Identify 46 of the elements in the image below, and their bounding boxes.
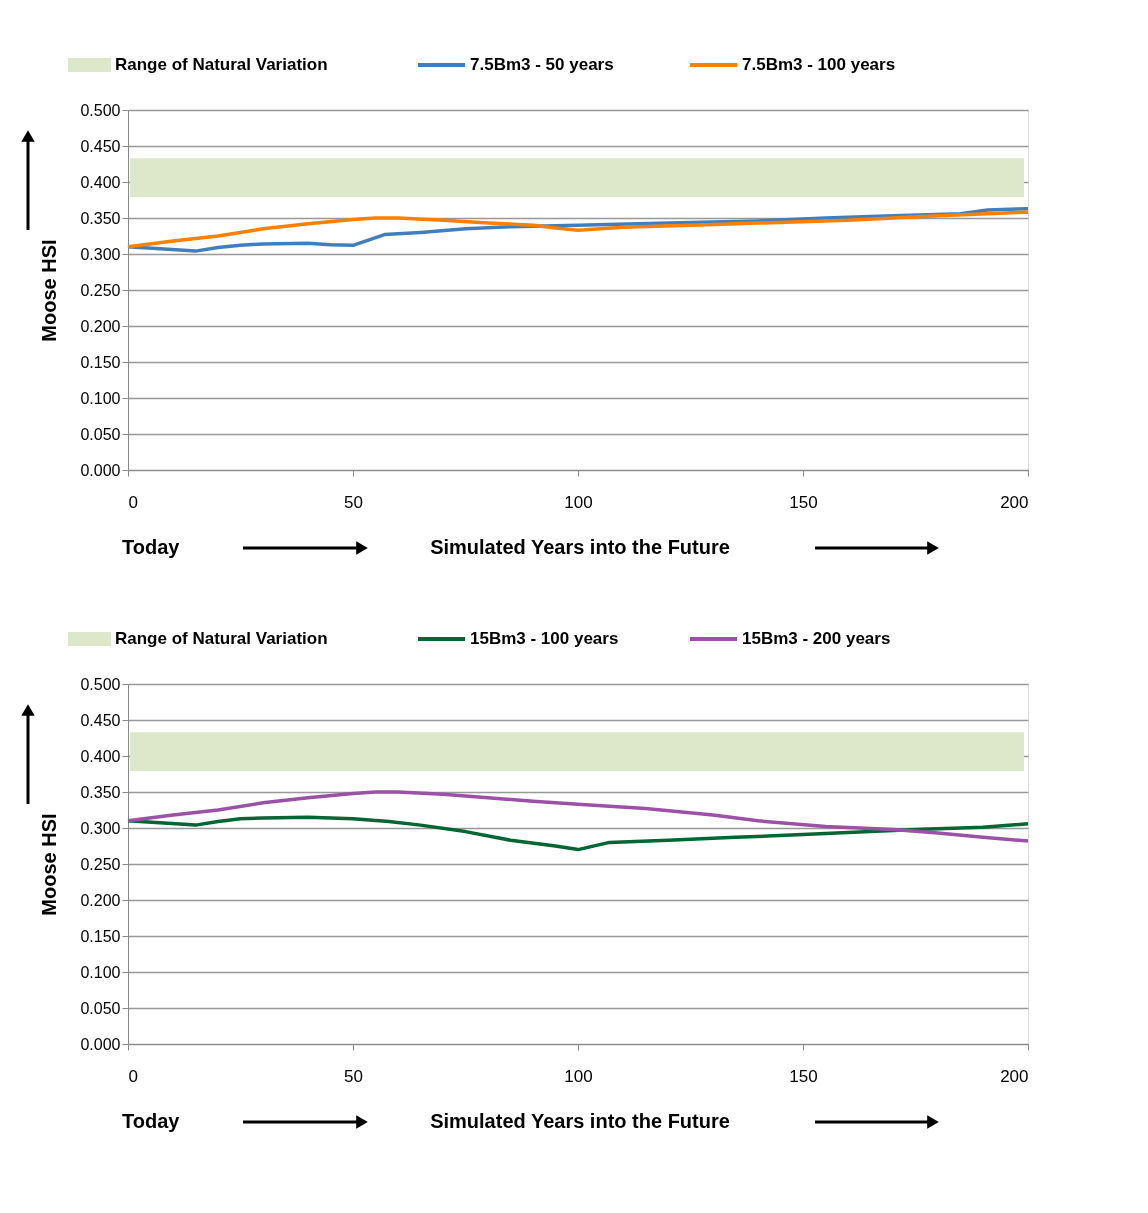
y-tick-label: 0.200 [80, 891, 121, 909]
y-tick-label: 0.350 [80, 209, 121, 227]
x-axis-title: Simulated Years into the Future [430, 536, 730, 558]
x-tick-label: 200 [1000, 492, 1029, 512]
legend-label: 15Bm3 - 200 years [742, 629, 891, 648]
y-tick-label: 0.200 [80, 317, 121, 335]
y-axis-title: Moose HSI [38, 813, 61, 916]
y-axis-title: Moose HSI [38, 239, 61, 342]
legend-label: 15Bm3 - 100 years [470, 629, 619, 648]
y-tick-label: 0.150 [80, 927, 121, 945]
x-tick-label: 100 [564, 1066, 593, 1086]
y-tick-label: 0.450 [80, 137, 121, 155]
y-tick-label: 0.250 [80, 281, 121, 299]
y-tick-label: 0.250 [80, 855, 121, 873]
x-tick-label: 0 [128, 492, 138, 512]
line-series [126, 815, 1030, 852]
y-tick-label: 0.100 [80, 963, 121, 981]
y-tick-label: 0.100 [80, 389, 121, 407]
y-tick-label: 0.400 [80, 747, 121, 765]
line-series [126, 790, 1030, 843]
y-tick-label: 0.350 [80, 783, 121, 801]
text: Today [122, 536, 181, 558]
y-tick-label: 0.300 [80, 245, 121, 263]
y-tick-label: 0.300 [80, 819, 121, 837]
x-axis-title: Simulated Years into the Future [430, 1110, 730, 1132]
y-tick-label: 0.400 [80, 173, 121, 191]
text: Today [122, 1110, 181, 1132]
y-tick-label: 0.050 [80, 999, 121, 1017]
x-tick-label: 150 [789, 492, 818, 512]
x-tick-label: 100 [564, 492, 593, 512]
y-tick-label: 0.500 [80, 101, 121, 119]
x-tick-label: 0 [128, 1066, 138, 1086]
y-tick-label: 0.500 [80, 675, 121, 693]
legend-label: Range of Natural Variation [115, 629, 328, 648]
legend-label: Range of Natural Variation [115, 55, 328, 74]
y-tick-label: 0.450 [80, 711, 121, 729]
y-tick-label: 0.000 [80, 461, 121, 479]
x-tick-label: 150 [789, 1066, 818, 1086]
x-tick-label: 200 [1000, 1066, 1029, 1086]
legend-label: 7.5Bm3 - 50 years [470, 55, 614, 74]
x-tick-label: 50 [344, 1066, 363, 1086]
y-tick-label: 0.150 [80, 353, 121, 371]
legend-label: 7.5Bm3 - 100 years [742, 55, 896, 74]
y-tick-label: 0.050 [80, 425, 121, 443]
y-tick-label: 0.000 [80, 1035, 121, 1053]
x-tick-label: 50 [344, 492, 363, 512]
